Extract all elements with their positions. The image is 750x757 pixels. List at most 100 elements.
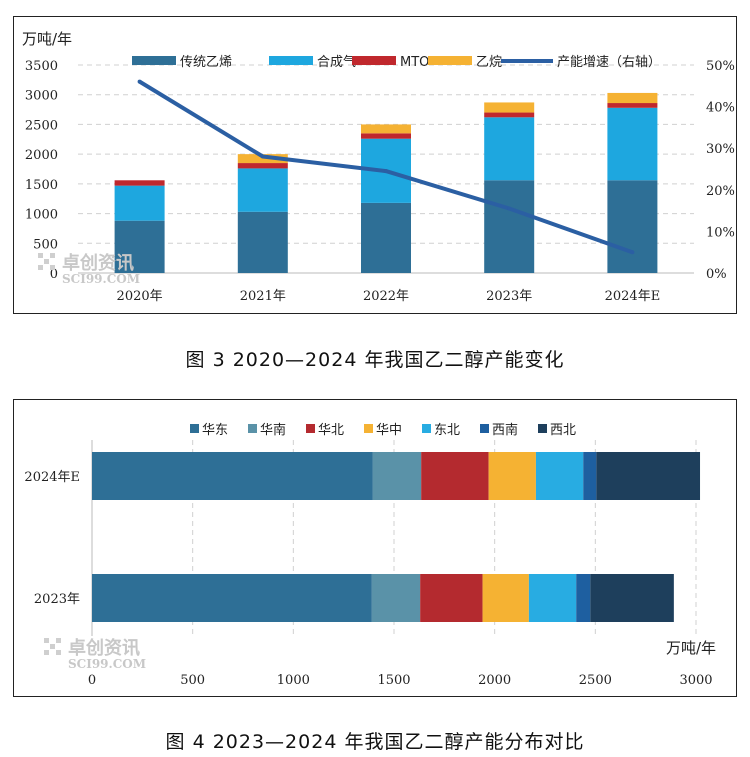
y-tick-label: 1500 xyxy=(25,178,58,193)
x-tick-label: 2024年E xyxy=(605,289,661,304)
x-tick-label: 2022年 xyxy=(363,289,409,304)
bar-segment xyxy=(114,185,165,221)
watermark-site: SCI99.COM xyxy=(62,272,140,286)
legend-swatch xyxy=(132,56,176,65)
legend-label: 西北 xyxy=(550,423,576,438)
chart-capacity-distribution: 0 500 1000 1500 2000 2500 3000 2024年E 2023年万吨/年 华… xyxy=(13,399,737,697)
bar-segment xyxy=(596,452,701,500)
watermark-mark xyxy=(44,650,49,655)
bar-segment xyxy=(421,452,489,500)
y2-tick-label: 30% xyxy=(706,142,735,157)
watermark-brand: 卓创资讯 xyxy=(68,637,140,659)
bar-segment xyxy=(114,220,165,273)
y-tick-label: 2000 xyxy=(25,148,58,163)
bar-segment xyxy=(488,452,536,500)
bar-segment xyxy=(484,117,535,181)
bar-segment xyxy=(607,103,658,108)
bar-segment xyxy=(484,112,535,118)
watermark-mark xyxy=(38,265,43,270)
bar-segment xyxy=(420,574,483,622)
legend: 传统乙烯 合成气 MTO 乙烷 产能增速（右轴） xyxy=(132,54,661,70)
watermark-mark xyxy=(56,650,61,655)
legend-swatch xyxy=(190,424,199,433)
x-tick-label: 2020年 xyxy=(117,289,163,304)
x-tick-label: 0 xyxy=(88,673,96,688)
legend-swatch xyxy=(306,424,315,433)
bar-segment xyxy=(607,107,658,181)
bar-segment xyxy=(237,168,288,212)
y-tick-label: 2023年 xyxy=(34,592,80,607)
bar-segment xyxy=(583,452,597,500)
y-tick-label: 2024年E xyxy=(24,470,80,485)
y-axis-unit: 万吨/年 xyxy=(22,30,72,48)
y-tick-label: 2500 xyxy=(25,118,58,133)
bar-segment xyxy=(114,180,165,186)
x-tick-label: 500 xyxy=(180,673,205,688)
legend-swatch xyxy=(480,424,489,433)
legend-label: 华南 xyxy=(260,422,286,438)
watermark-mark xyxy=(38,253,43,258)
x-tick-label: 2023年 xyxy=(486,289,532,304)
chart-capacity-change: 万吨/年 0 500 1000 1500 2000 2500 3000 3500 0% 10% 20%… xyxy=(13,16,737,314)
legend-label: 华东 xyxy=(202,423,228,438)
chart-capacity-distribution-caption: 图 4 2023—2024 年我国乙二醇产能分布对比 xyxy=(165,731,585,753)
y2-tick-label: 0% xyxy=(706,267,727,282)
legend-label: 华北 xyxy=(318,423,344,438)
growth-rate-point xyxy=(260,154,265,159)
legend-swatch xyxy=(538,424,547,433)
y-tick-label: 3500 xyxy=(25,59,58,74)
growth-rate-point xyxy=(137,79,142,84)
legend-swatch xyxy=(248,424,257,433)
bar-segment xyxy=(237,163,288,169)
legend-swatch xyxy=(422,424,431,433)
legend-label: 西南 xyxy=(492,422,518,438)
legend-swatch xyxy=(428,56,472,65)
legend: 华东 华南 华北 华中 东北 西南 西北 xyxy=(190,422,576,438)
y2-tick-label: 50% xyxy=(706,59,735,74)
bar-segment xyxy=(535,452,584,500)
growth-rate-point xyxy=(384,169,388,174)
legend-label: MTO xyxy=(400,55,429,70)
growth-rate-point xyxy=(630,250,635,255)
growth-rate-point xyxy=(507,206,512,211)
bar-segment xyxy=(607,180,658,273)
bar-segment xyxy=(237,211,288,273)
bar-segment xyxy=(372,452,422,500)
legend-label: 传统乙烯 xyxy=(180,55,232,70)
chart-capacity-change-caption: 图 3 2020—2024 年我国乙二醇产能变化 xyxy=(185,349,565,371)
x-tick-label: 1000 xyxy=(277,673,310,688)
y-tick-label: 1000 xyxy=(25,208,58,223)
x-tick-label: 2000 xyxy=(478,673,511,688)
x-tick-label: 3000 xyxy=(679,673,712,688)
watermark-mark xyxy=(50,265,55,270)
bar-segment xyxy=(528,574,577,622)
y2-tick-label: 40% xyxy=(706,101,735,116)
watermark-mark xyxy=(50,644,55,649)
chart-capacity-change-svg: 万吨/年 0 500 1000 1500 2000 2500 3000 3500 0% 10% 20%… xyxy=(22,30,735,304)
legend-label: 乙烷 xyxy=(476,55,502,70)
x-axis-unit: 万吨/年 xyxy=(666,639,716,657)
legend-label: 合成气 xyxy=(317,54,356,70)
bar-segment xyxy=(482,574,529,622)
legend-swatch xyxy=(269,56,313,65)
x-tick-label: 2500 xyxy=(579,673,612,688)
legend-label: 东北 xyxy=(434,423,460,438)
y-tick-label: 0 xyxy=(50,267,58,282)
bar-segment xyxy=(590,574,674,622)
watermark-mark xyxy=(44,259,49,264)
legend-label: 产能增速（右轴） xyxy=(557,55,661,70)
x-tick-label: 1500 xyxy=(377,673,410,688)
watermark-brand: 卓创资讯 xyxy=(62,252,134,274)
bar-segment xyxy=(607,92,658,104)
bar-segment xyxy=(484,102,535,113)
y-tick-label: 500 xyxy=(33,237,58,252)
legend-swatch xyxy=(352,56,396,65)
bar-segment xyxy=(237,154,288,164)
legend-swatch xyxy=(364,424,373,433)
bar-segment xyxy=(361,133,411,139)
bar-segment xyxy=(92,574,372,622)
bar-segment xyxy=(484,180,535,273)
